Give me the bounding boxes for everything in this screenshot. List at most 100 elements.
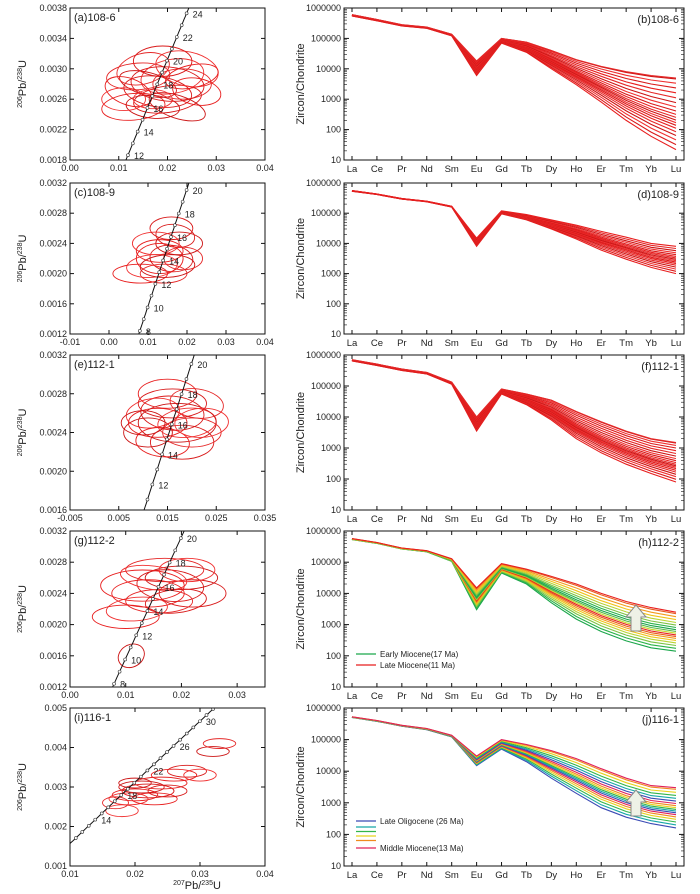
- x-tick-label: 0.015: [156, 513, 179, 523]
- y-tick-label: 0.0030: [39, 64, 67, 74]
- y-tick-label: 0.003: [44, 782, 67, 792]
- ree-element-label: Tb: [521, 691, 532, 702]
- error-ellipse: [111, 788, 159, 802]
- y-label-sup2: 238: [17, 416, 24, 428]
- concordia-age-marker: [179, 392, 184, 396]
- concordia-age-marker: [152, 762, 156, 767]
- y-tick-label: 0.0020: [39, 466, 67, 476]
- plot-frame-g: [69, 530, 266, 688]
- ree-element-label: La: [347, 691, 358, 702]
- error-ellipse: [155, 50, 219, 88]
- y-tick-label: 1000: [321, 798, 341, 808]
- concordia-age-marker: [117, 669, 122, 674]
- ree-element-label: Tm: [619, 691, 633, 702]
- x-tick-label: 0.03: [217, 337, 235, 347]
- ree-series-line: [351, 538, 677, 621]
- ree-series-line: [351, 538, 677, 642]
- y-tick-label: 0.0032: [39, 526, 67, 536]
- y-tick-label: 10: [331, 155, 341, 165]
- x-label-part1: Pb/: [185, 880, 202, 892]
- error-ellipse: [125, 557, 205, 583]
- ree-element-label: Ce: [371, 338, 383, 349]
- concordia-age-label: 20: [197, 360, 207, 370]
- y-tick-label: 1000: [321, 94, 341, 104]
- concordia-age-marker: [150, 94, 155, 98]
- ree-series-line: [351, 538, 677, 638]
- trend-arrow-icon: [624, 604, 648, 632]
- panel-title: (g)112-2: [74, 535, 115, 547]
- ree-series-line: [351, 716, 677, 796]
- error-ellipse: [135, 239, 184, 263]
- concordia-age-marker: [211, 708, 215, 711]
- error-ellipse: [123, 417, 173, 448]
- y-axis-label: 206Pb/238U: [17, 585, 29, 633]
- error-ellipse: [158, 579, 227, 608]
- y-tick-label: 0.0024: [39, 588, 67, 598]
- y-tick-label: 10000: [316, 588, 341, 598]
- concordia-age-marker: [165, 750, 169, 754]
- x-tick-label: 0.005: [107, 513, 130, 523]
- x-tick-label: 0.04: [256, 163, 274, 173]
- concordia-age-marker: [160, 70, 164, 75]
- error-ellipse: [101, 87, 147, 112]
- legend-label: Late Oligocene (26 Ma): [380, 817, 464, 826]
- ree-element-label: Er: [596, 870, 606, 881]
- ree-element-label: Pr: [397, 164, 407, 175]
- concordia-age-marker: [184, 188, 189, 192]
- y-tick-label: 100: [326, 474, 341, 484]
- ree-element-label: Yb: [645, 691, 657, 702]
- ree-element-label: Er: [596, 514, 606, 525]
- error-ellipse: [202, 738, 237, 749]
- y-tick-label: 0.0018: [39, 155, 67, 165]
- y-label-sup1: 206: [17, 445, 24, 457]
- concordia-age-label: 12: [158, 480, 168, 490]
- ree-element-label: Yb: [645, 338, 657, 349]
- ree-series-line: [351, 189, 677, 247]
- error-ellipse: [117, 643, 145, 669]
- ree-series-line: [351, 716, 677, 789]
- concordia-age-label: 16: [164, 583, 174, 593]
- y-tick-label: 100000: [311, 208, 341, 218]
- plot-frame-h: [343, 530, 685, 688]
- error-ellipse: [149, 216, 194, 241]
- x-tick-label: -0.01: [60, 337, 81, 347]
- concordia-age-marker: [204, 713, 209, 717]
- x-tick-label: 0.02: [178, 337, 196, 347]
- error-ellipse: [131, 792, 178, 806]
- ree-series-line: [351, 360, 677, 480]
- concordia-age-label: 20: [173, 57, 183, 67]
- concordia-age-marker: [135, 129, 140, 134]
- ree-series-line: [351, 538, 677, 636]
- error-ellipse: [119, 564, 188, 591]
- x-tick-label: 0.01: [61, 869, 79, 879]
- ree-element-label: Lu: [671, 691, 682, 702]
- error-ellipse: [91, 604, 160, 629]
- concordia-age-marker: [145, 305, 150, 310]
- y-label-part1: Pb/: [17, 427, 29, 444]
- plot-frame-i: [69, 707, 266, 867]
- concordia-age-marker: [106, 805, 111, 810]
- legend-label: Late Miocene(11 Ma): [380, 661, 455, 670]
- concordia-age-marker: [155, 82, 159, 87]
- ree-series-line: [351, 538, 677, 647]
- ree-series-line: [351, 15, 677, 151]
- ree-element-label: Gd: [495, 514, 508, 525]
- y-label-part1: Pb/: [17, 253, 29, 270]
- y-axis-label: Zircon/Chondrite: [295, 392, 307, 473]
- concordia-age-label: 14: [168, 450, 178, 460]
- panel-title: (b)108-6: [637, 14, 679, 26]
- ree-element-label: Gd: [495, 338, 508, 349]
- concordia-age-label: 14: [169, 256, 179, 266]
- concordia-age-marker: [99, 811, 104, 816]
- ree-series-line: [351, 14, 677, 108]
- ree-series-line: [351, 360, 677, 475]
- concordia-age-marker: [180, 199, 185, 204]
- concordia-age-marker: [149, 293, 154, 298]
- ree-element-label: Er: [596, 164, 606, 175]
- y-label-sup1: 206: [17, 96, 24, 108]
- concordia-age-marker: [176, 211, 181, 216]
- x-tick-label: 0.025: [205, 513, 228, 523]
- y-tick-label: 10: [331, 861, 341, 871]
- panel-title: (a)108-6: [74, 12, 116, 24]
- concordia-age-marker: [145, 497, 150, 502]
